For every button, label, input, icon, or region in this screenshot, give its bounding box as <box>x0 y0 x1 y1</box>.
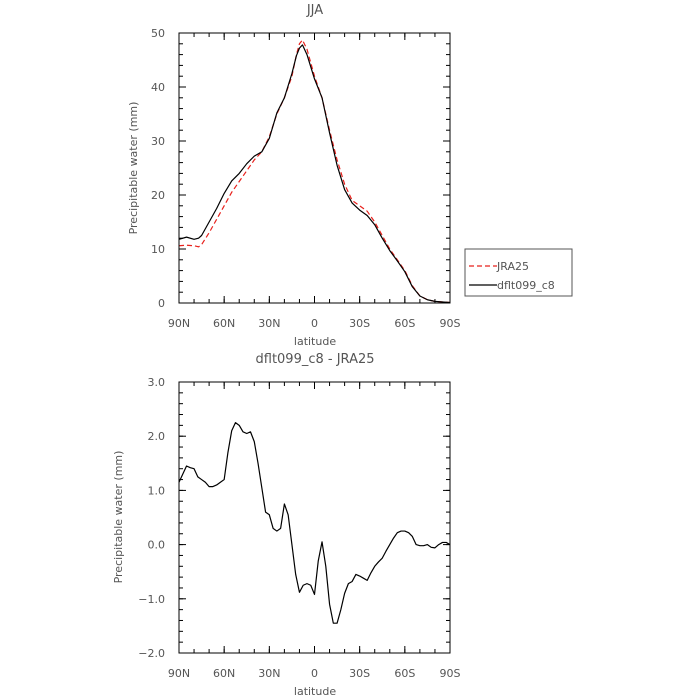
bottom-title: dflt099_c8 - JRA25 <box>256 352 375 367</box>
legend-label-dflt099-c8: dflt099_c8 <box>497 279 555 292</box>
top-panel: JJA 0 10 20 30 40 50 90N 60N 30N 0 30S 60S 90S lati… <box>127 3 461 348</box>
bottom-y-tick-labels: −2.0 −1.0 0.0 1.0 2.0 3.0 <box>138 376 165 660</box>
top-series-group <box>178 39 451 304</box>
top-series-line-jra25 <box>178 39 451 304</box>
bottom-x-tick-label: 60S <box>394 667 415 680</box>
bottom-x-tick-label: 90N <box>168 667 190 680</box>
top-x-tick-label: 30N <box>258 317 280 330</box>
bottom-x-axis-label: latitude <box>294 685 336 698</box>
bottom-x-tick-labels: 90N 60N 30N 0 30S 60S 90S <box>168 667 461 680</box>
bottom-panel: dflt099_c8 - JRA25 −2.0−1.00.01.02.03.0 … <box>112 352 461 698</box>
bottom-x-tick-label: 0 <box>311 667 318 680</box>
bottom-x-tick-label: 60N <box>213 667 235 680</box>
top-x-tick-labels: 90N 60N 30N 0 30S 60S 90S <box>168 317 461 330</box>
bottom-y-tick-label: 3.0 <box>148 376 166 389</box>
top-y-tick-label: 0 <box>158 297 165 310</box>
bottom-major-ticks <box>178 381 451 654</box>
top-y-axis-label: Precipitable water (mm) <box>127 102 140 235</box>
top-x-tick-label: 90N <box>168 317 190 330</box>
top-y-tick-label: 30 <box>151 135 165 148</box>
top-y-tick-label: 10 <box>151 243 165 256</box>
top-x-axis-label: latitude <box>294 335 336 348</box>
bottom-y-tick-label: −1.0 <box>138 593 165 606</box>
bottom-x-tick-label: 90S <box>440 667 461 680</box>
bottom-y-axis-label: Precipitable water (mm) <box>112 451 125 584</box>
top-y-tick-label: 50 <box>151 27 165 40</box>
bottom-minor-ticks <box>178 381 451 654</box>
top-minor-ticks <box>178 32 451 304</box>
bottom-x-tick-label: 30S <box>349 667 370 680</box>
bottom-y-tick-label: 2.0 <box>148 430 166 443</box>
bottom-y-tick-label: 0.0 <box>148 539 166 552</box>
top-series-line-dflt099-c8 <box>178 44 451 304</box>
bottom-series-line-0 <box>178 422 451 624</box>
top-x-tick-label: 0 <box>311 317 318 330</box>
top-x-tick-label: 60S <box>394 317 415 330</box>
top-title: JJA <box>306 3 323 18</box>
bottom-y-tick-label: −2.0 <box>138 647 165 660</box>
bottom-plot-frame <box>178 381 451 654</box>
top-y-tick-label: 40 <box>151 81 165 94</box>
top-x-tick-label: 30S <box>349 317 370 330</box>
legend: JRA25 dflt099_c8 <box>464 248 573 297</box>
legend-label-jra25: JRA25 <box>496 260 529 273</box>
top-y-tick-labels: 0 10 20 30 40 50 <box>151 27 165 310</box>
legend-box <box>464 248 573 297</box>
top-plot-frame <box>178 32 451 304</box>
bottom-y-tick-label: 1.0 <box>148 484 166 497</box>
bottom-x-tick-label: 30N <box>258 667 280 680</box>
top-x-tick-label: 90S <box>440 317 461 330</box>
bottom-series-group <box>178 422 451 624</box>
top-y-tick-label: 20 <box>151 189 165 202</box>
top-x-tick-label: 60N <box>213 317 235 330</box>
top-major-ticks <box>178 32 451 304</box>
